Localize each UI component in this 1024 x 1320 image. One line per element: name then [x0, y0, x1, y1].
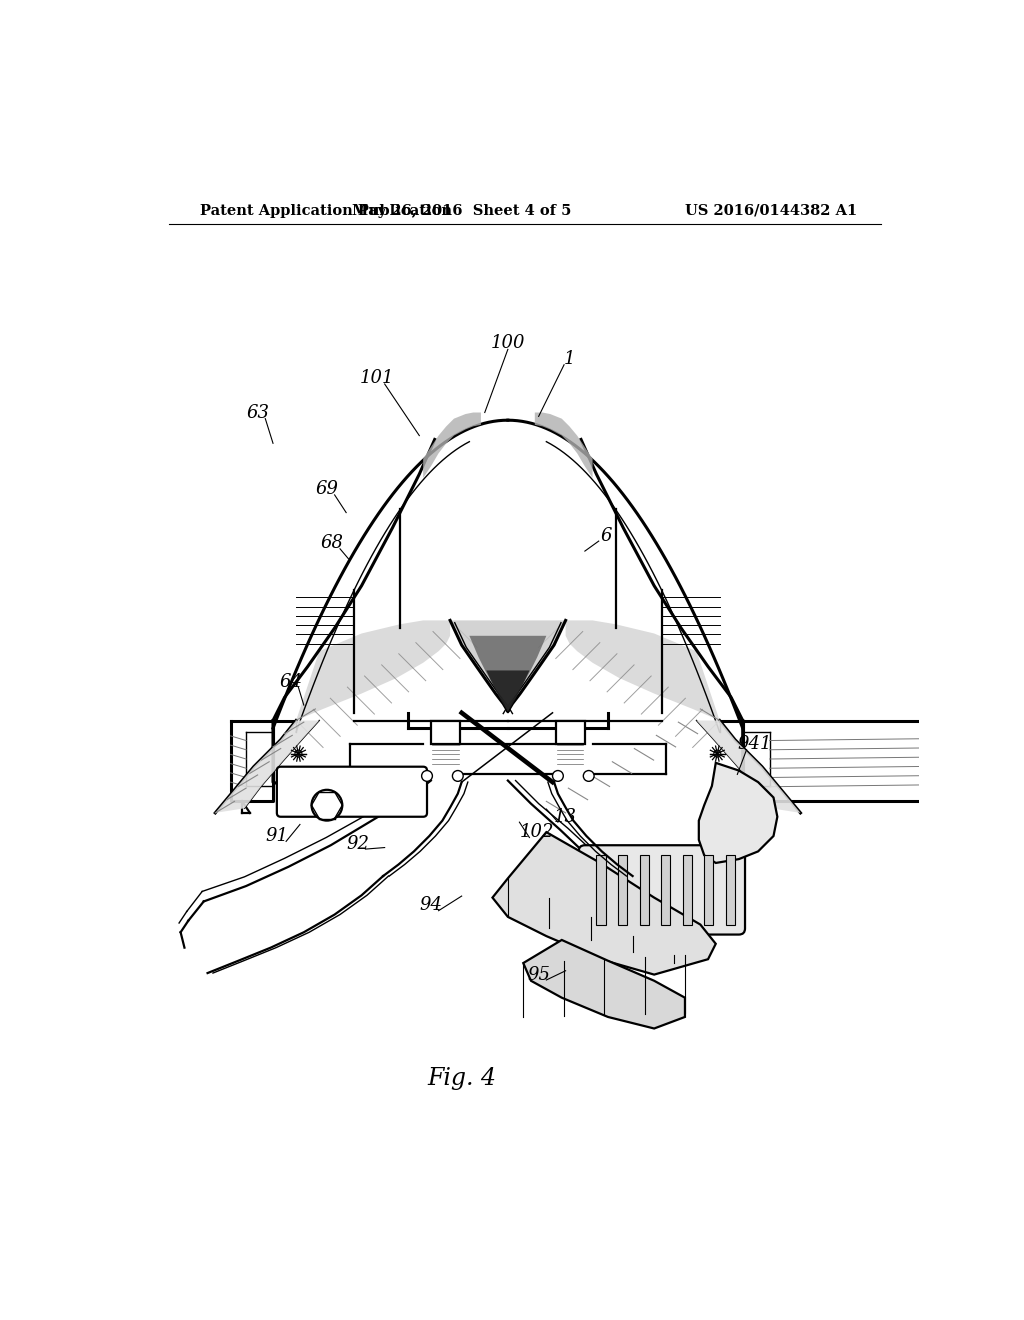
Polygon shape — [565, 620, 720, 721]
Polygon shape — [451, 620, 565, 711]
Text: 95: 95 — [527, 966, 550, 983]
Polygon shape — [423, 412, 481, 478]
Text: 94: 94 — [420, 896, 442, 915]
Polygon shape — [696, 721, 801, 813]
Bar — [726, 855, 735, 924]
Circle shape — [553, 771, 563, 781]
Text: 100: 100 — [490, 334, 525, 352]
Bar — [617, 855, 628, 924]
Text: 92: 92 — [346, 834, 370, 853]
Polygon shape — [296, 620, 451, 721]
FancyBboxPatch shape — [579, 845, 745, 935]
Bar — [640, 855, 649, 924]
Text: 102: 102 — [520, 824, 554, 841]
Text: 69: 69 — [315, 480, 338, 499]
Polygon shape — [535, 412, 593, 478]
Circle shape — [584, 771, 594, 781]
Text: 941: 941 — [737, 735, 771, 752]
Text: 63: 63 — [246, 404, 269, 421]
Circle shape — [453, 771, 463, 781]
Bar — [596, 855, 605, 924]
Text: US 2016/0144382 A1: US 2016/0144382 A1 — [685, 203, 857, 218]
Text: Patent Application Publication: Patent Application Publication — [200, 203, 452, 218]
Polygon shape — [523, 940, 685, 1028]
Circle shape — [311, 789, 342, 821]
Text: 101: 101 — [359, 368, 394, 387]
Bar — [556, 721, 585, 743]
Bar — [431, 721, 460, 743]
Bar — [683, 855, 692, 924]
Text: May 26, 2016  Sheet 4 of 5: May 26, 2016 Sheet 4 of 5 — [352, 203, 571, 218]
Text: 1: 1 — [563, 350, 575, 367]
Polygon shape — [486, 671, 529, 711]
Polygon shape — [493, 832, 716, 974]
Text: 68: 68 — [321, 535, 344, 552]
Text: Fig. 4: Fig. 4 — [427, 1067, 497, 1090]
Text: 91: 91 — [265, 828, 289, 845]
Polygon shape — [698, 763, 777, 863]
Polygon shape — [469, 636, 547, 711]
Polygon shape — [215, 721, 319, 813]
Bar — [662, 855, 671, 924]
Text: 13: 13 — [554, 808, 578, 826]
Text: 6: 6 — [601, 527, 612, 545]
Bar — [705, 855, 714, 924]
Circle shape — [422, 771, 432, 781]
Text: 64: 64 — [280, 673, 302, 690]
FancyBboxPatch shape — [276, 767, 427, 817]
